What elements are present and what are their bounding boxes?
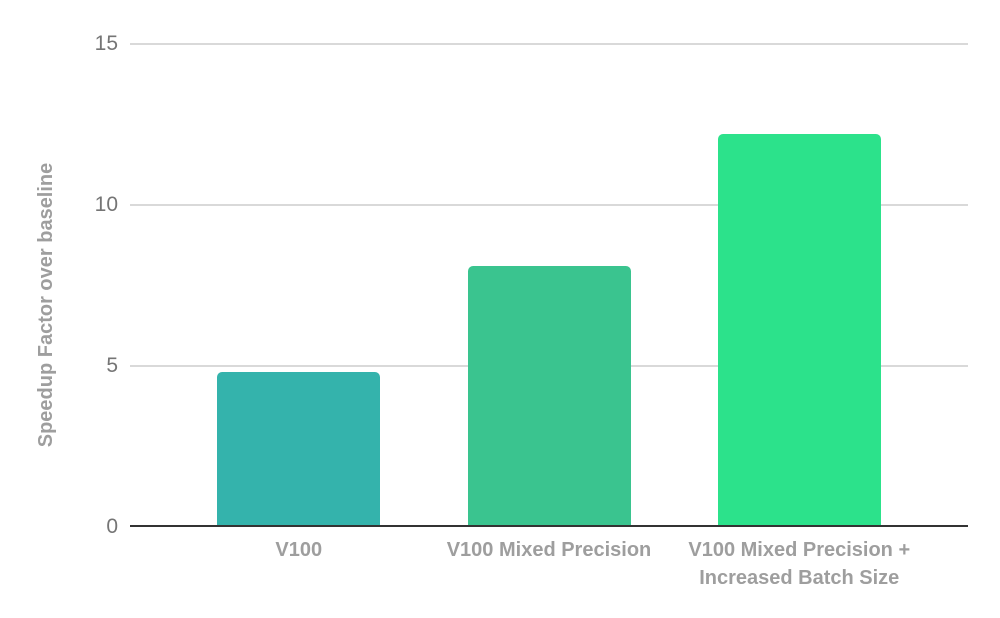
x-axis-line bbox=[130, 525, 968, 527]
x-category-label: V100 Mixed Precision bbox=[446, 539, 652, 561]
y-tick-label: 15 bbox=[94, 32, 118, 55]
x-category-label: V100 bbox=[275, 539, 323, 561]
x-category-label: V100 Mixed Precision + Increased Batch S… bbox=[688, 539, 911, 589]
y-tick-label: 0 bbox=[106, 515, 118, 538]
y-axis-title: Speedup Factor over baseline bbox=[35, 162, 57, 448]
y-tick-label: 5 bbox=[106, 354, 118, 377]
gridline bbox=[130, 43, 968, 45]
y-tick-label: 10 bbox=[94, 193, 118, 216]
bar-3 bbox=[717, 134, 881, 527]
bar-1 bbox=[217, 372, 381, 527]
bar-2 bbox=[467, 266, 631, 527]
plot-area bbox=[130, 43, 968, 527]
gridline bbox=[130, 204, 968, 206]
